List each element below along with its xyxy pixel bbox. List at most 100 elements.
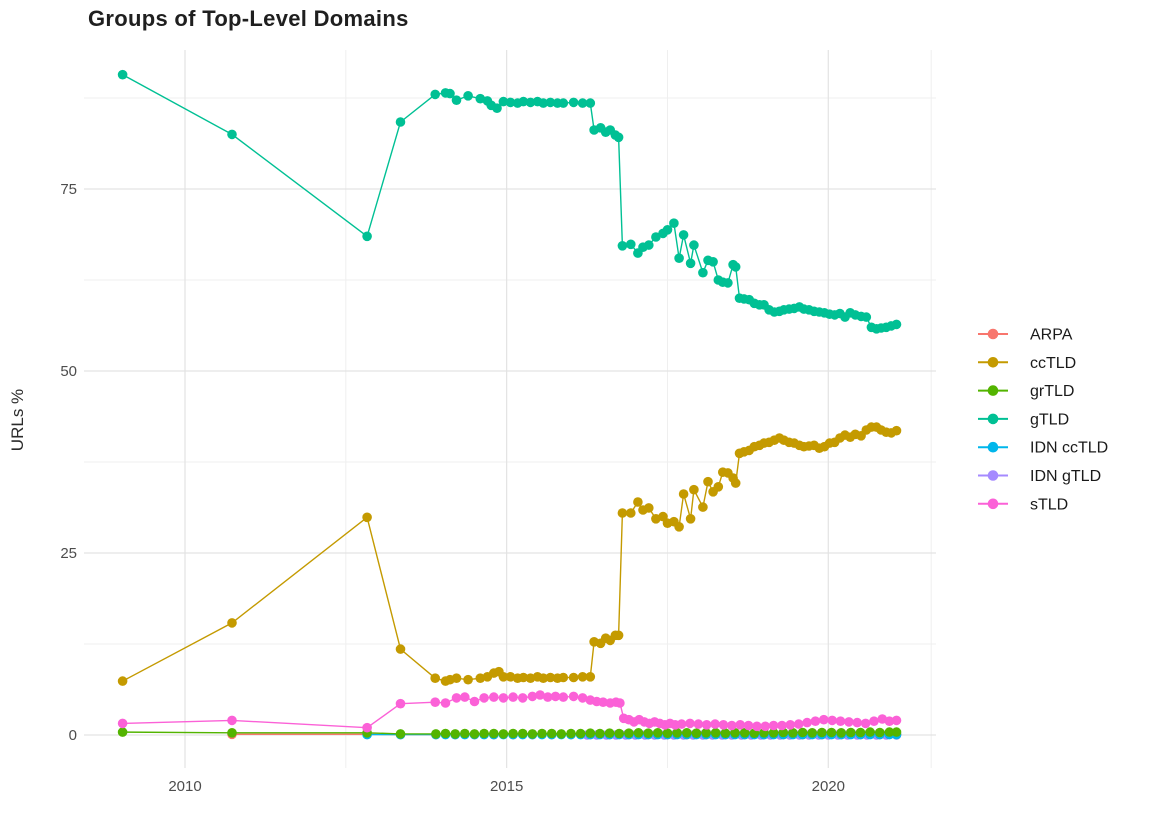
data-point [545, 97, 556, 108]
data-point [538, 98, 549, 108]
data-point [785, 720, 796, 730]
data-point [451, 95, 462, 105]
data-point [556, 729, 567, 739]
data-point [827, 715, 837, 726]
data-point [689, 240, 699, 250]
data-point [644, 240, 654, 250]
data-point [227, 129, 237, 140]
data-point [691, 728, 702, 738]
data-point [788, 728, 798, 738]
data-point [626, 239, 636, 250]
legend-key-dot [987, 441, 999, 453]
data-point [463, 91, 473, 101]
chart-title: Groups of Top-Level Domains [88, 6, 409, 31]
x-tick-label-2020: 2020 [812, 778, 845, 795]
data-point [546, 728, 557, 739]
data-point [613, 630, 624, 641]
legend-entry-sTLD: sTLD [978, 496, 1068, 513]
data-point [685, 258, 696, 269]
data-point [752, 721, 762, 732]
data-point [395, 644, 406, 654]
data-point [718, 720, 729, 730]
data-point [861, 312, 872, 322]
data-point [568, 672, 579, 683]
data-point [568, 97, 579, 108]
legend-label: ARPA [1030, 327, 1073, 344]
data-point [617, 241, 628, 251]
data-point [633, 728, 644, 738]
series-gTLD [117, 69, 902, 334]
data-point [739, 728, 750, 738]
data-point [802, 717, 812, 728]
data-point [633, 497, 643, 507]
data-point [518, 96, 529, 107]
data-point [852, 717, 862, 728]
data-point [676, 719, 687, 729]
legend-entry-gTLD: gTLD [978, 411, 1069, 428]
data-point [362, 231, 372, 242]
data-point [713, 482, 724, 492]
data-point [460, 728, 470, 739]
data-point [846, 727, 856, 738]
data-point [855, 727, 866, 738]
data-point [498, 729, 509, 739]
data-point [735, 720, 745, 730]
data-point [450, 729, 461, 739]
data-point [505, 97, 516, 108]
data-point [669, 218, 679, 228]
legend-entry-ARPA: ARPA [978, 327, 1073, 344]
data-point [460, 692, 470, 702]
data-point [807, 728, 817, 738]
data-point [558, 692, 569, 702]
data-point [653, 728, 663, 738]
y-tick-label-75: 75 [60, 181, 77, 198]
data-point [537, 728, 547, 739]
data-point [710, 728, 721, 738]
data-point [577, 672, 588, 682]
legend-label: ccTLD [1030, 355, 1076, 372]
data-point [810, 716, 821, 726]
series-sTLD [117, 690, 902, 733]
data-point [662, 728, 673, 738]
data-point [489, 692, 499, 702]
data-point [693, 719, 704, 729]
data-point [723, 278, 733, 288]
series-ccTLD [117, 422, 902, 686]
data-point [492, 103, 502, 113]
data-point [430, 673, 441, 683]
data-point [527, 691, 538, 702]
data-point [613, 132, 624, 143]
data-point [891, 319, 902, 330]
data-point [585, 672, 596, 682]
data-point [674, 522, 684, 532]
legend-entry-grTLD: grTLD [978, 383, 1074, 400]
data-point [527, 729, 538, 739]
data-point [701, 720, 712, 730]
data-point [743, 720, 754, 731]
data-point [875, 727, 885, 738]
data-point [227, 618, 237, 628]
data-point [431, 729, 441, 739]
y-tick-label-0: 0 [69, 727, 77, 744]
data-point [836, 728, 846, 738]
data-point [797, 727, 808, 738]
data-point [698, 267, 708, 278]
data-point [884, 716, 895, 726]
data-point [362, 722, 372, 733]
data-point [698, 502, 708, 512]
data-point [768, 728, 779, 738]
data-point [395, 729, 406, 739]
data-point [469, 696, 480, 707]
data-point [545, 672, 556, 683]
data-point [860, 718, 871, 729]
data-point [793, 719, 804, 729]
data-point [445, 88, 455, 99]
legend-key-dot [987, 385, 999, 396]
data-point [543, 692, 553, 702]
data-point [617, 508, 628, 518]
data-point [451, 673, 462, 683]
data-point [430, 89, 441, 100]
data-point [685, 718, 695, 729]
